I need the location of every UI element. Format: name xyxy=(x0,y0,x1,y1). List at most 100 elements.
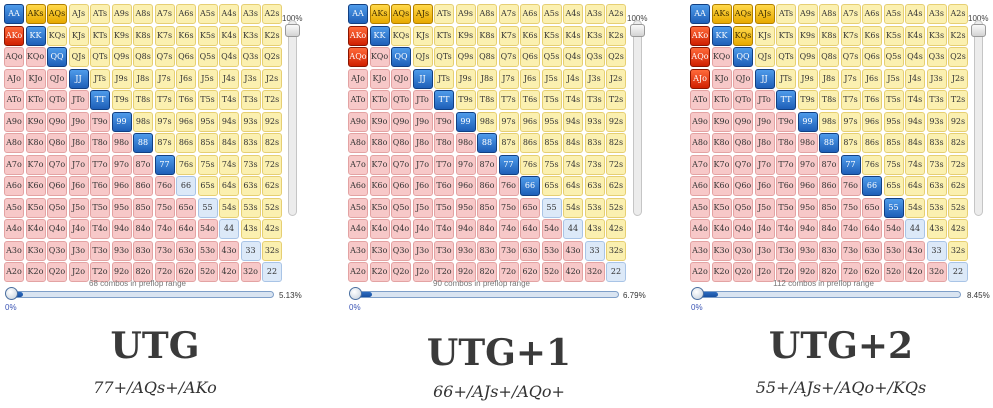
hand-cell-k3o[interactable]: K3o xyxy=(711,240,732,261)
range-slider-handle[interactable] xyxy=(349,287,362,300)
hand-cell-94o[interactable]: 94o xyxy=(455,219,476,239)
hand-cell-k8o[interactable]: K8o xyxy=(369,133,390,153)
hand-cell-q2s[interactable]: Q2s xyxy=(948,47,968,67)
hand-cell-t6o[interactable]: T6o xyxy=(776,176,796,196)
hand-cell-77[interactable]: 77 xyxy=(498,154,519,175)
hand-cell-82s[interactable]: 82s xyxy=(262,133,282,153)
hand-cell-44[interactable]: 44 xyxy=(905,219,925,239)
hand-cell-88[interactable]: 88 xyxy=(133,133,153,153)
hand-cell-99[interactable]: 99 xyxy=(455,111,476,132)
hand-cell-75o[interactable]: 75o xyxy=(154,197,175,218)
hand-cell-a6o[interactable]: A6o xyxy=(348,176,368,196)
hand-cell-53s[interactable]: 53s xyxy=(926,197,947,218)
hand-cell-q7s[interactable]: Q7s xyxy=(498,47,519,67)
hand-cell-j7o[interactable]: J7o xyxy=(754,154,775,175)
hand-cell-ats[interactable]: ATs xyxy=(90,4,110,24)
hand-cell-q8o[interactable]: Q8o xyxy=(733,133,753,153)
hand-cell-62s[interactable]: 62s xyxy=(606,176,626,196)
hand-cell-t9o[interactable]: T9o xyxy=(776,111,796,132)
hand-cell-q8s[interactable]: Q8s xyxy=(133,47,153,67)
hand-cell-97s[interactable]: 97s xyxy=(498,111,519,132)
hand-cell-jts[interactable]: JTs xyxy=(776,68,796,89)
hand-cell-53s[interactable]: 53s xyxy=(584,197,605,218)
hand-cell-t5o[interactable]: T5o xyxy=(90,197,110,218)
hand-cell-65o[interactable]: 65o xyxy=(862,197,882,218)
hand-cell-t2s[interactable]: T2s xyxy=(262,90,282,110)
hand-cell-t6s[interactable]: T6s xyxy=(862,90,882,110)
hand-cell-t3o[interactable]: T3o xyxy=(90,240,110,261)
hand-cell-a4o[interactable]: A4o xyxy=(690,219,710,239)
hand-cell-52o[interactable]: 52o xyxy=(197,262,218,282)
hand-cell-q4o[interactable]: Q4o xyxy=(733,219,753,239)
hand-cell-52o[interactable]: 52o xyxy=(883,262,904,282)
hand-cell-q2o[interactable]: Q2o xyxy=(47,262,67,282)
hand-cell-kjs[interactable]: KJs xyxy=(754,25,775,46)
hand-cell-k2o[interactable]: K2o xyxy=(25,262,46,282)
hand-cell-jj[interactable]: JJ xyxy=(754,68,775,89)
vertical-slider-handle[interactable] xyxy=(630,24,645,37)
hand-cell-92o[interactable]: 92o xyxy=(797,262,818,282)
hand-cell-42s[interactable]: 42s xyxy=(606,219,626,239)
hand-cell-j2o[interactable]: J2o xyxy=(412,262,433,282)
hand-cell-76o[interactable]: 76o xyxy=(154,176,175,196)
hand-cell-54s[interactable]: 54s xyxy=(905,197,925,218)
hand-cell-kk[interactable]: KK xyxy=(369,25,390,46)
hand-cell-t6o[interactable]: T6o xyxy=(434,176,454,196)
hand-cell-qq[interactable]: QQ xyxy=(47,47,67,67)
hand-cell-j2s[interactable]: J2s xyxy=(262,68,282,89)
hand-cell-j2s[interactable]: J2s xyxy=(606,68,626,89)
hand-cell-j6s[interactable]: J6s xyxy=(862,68,882,89)
hand-cell-87o[interactable]: 87o xyxy=(819,154,839,175)
vertical-slider-handle[interactable] xyxy=(285,24,300,37)
hand-cell-q7s[interactable]: Q7s xyxy=(154,47,175,67)
hand-cell-53o[interactable]: 53o xyxy=(883,240,904,261)
hand-cell-73o[interactable]: 73o xyxy=(154,240,175,261)
vertical-slider-track[interactable] xyxy=(288,20,297,216)
hand-cell-76s[interactable]: 76s xyxy=(520,154,540,175)
hand-cell-93s[interactable]: 93s xyxy=(584,111,605,132)
hand-cell-a4s[interactable]: A4s xyxy=(905,4,925,24)
hand-cell-ajo[interactable]: AJo xyxy=(690,68,710,89)
hand-cell-94o[interactable]: 94o xyxy=(797,219,818,239)
hand-cell-jto[interactable]: JTo xyxy=(412,90,433,110)
hand-cell-92o[interactable]: 92o xyxy=(455,262,476,282)
hand-cell-t7s[interactable]: T7s xyxy=(840,90,861,110)
hand-cell-t3o[interactable]: T3o xyxy=(434,240,454,261)
hand-cell-84s[interactable]: 84s xyxy=(905,133,925,153)
hand-cell-j8s[interactable]: J8s xyxy=(819,68,839,89)
hand-cell-j3o[interactable]: J3o xyxy=(68,240,89,261)
hand-cell-j4s[interactable]: J4s xyxy=(563,68,583,89)
hand-cell-a5o[interactable]: A5o xyxy=(348,197,368,218)
hand-cell-t4o[interactable]: T4o xyxy=(90,219,110,239)
hand-cell-kjs[interactable]: KJs xyxy=(412,25,433,46)
hand-cell-qq[interactable]: QQ xyxy=(733,47,753,67)
hand-cell-52o[interactable]: 52o xyxy=(541,262,562,282)
hand-cell-88[interactable]: 88 xyxy=(477,133,497,153)
hand-cell-kqo[interactable]: KQo xyxy=(25,47,46,67)
hand-cell-q6o[interactable]: Q6o xyxy=(47,176,67,196)
hand-cell-qto[interactable]: QTo xyxy=(391,90,411,110)
hand-cell-99[interactable]: 99 xyxy=(111,111,132,132)
hand-cell-93s[interactable]: 93s xyxy=(926,111,947,132)
hand-cell-44[interactable]: 44 xyxy=(219,219,239,239)
hand-cell-q3s[interactable]: Q3s xyxy=(926,47,947,67)
hand-cell-q9o[interactable]: Q9o xyxy=(391,111,411,132)
hand-cell-k3s[interactable]: K3s xyxy=(240,25,261,46)
hand-cell-ajs[interactable]: AJs xyxy=(754,4,775,24)
hand-cell-a5o[interactable]: A5o xyxy=(690,197,710,218)
hand-cell-64o[interactable]: 64o xyxy=(520,219,540,239)
hand-cell-53s[interactable]: 53s xyxy=(240,197,261,218)
hand-cell-a7o[interactable]: A7o xyxy=(690,154,710,175)
hand-cell-k8s[interactable]: K8s xyxy=(133,25,153,46)
hand-cell-97s[interactable]: 97s xyxy=(840,111,861,132)
hand-cell-k6o[interactable]: K6o xyxy=(711,176,732,196)
hand-cell-q5o[interactable]: Q5o xyxy=(47,197,67,218)
hand-cell-a9o[interactable]: A9o xyxy=(4,111,24,132)
hand-cell-q2s[interactable]: Q2s xyxy=(606,47,626,67)
hand-cell-q3o[interactable]: Q3o xyxy=(733,240,753,261)
hand-cell-42s[interactable]: 42s xyxy=(262,219,282,239)
hand-cell-qjs[interactable]: QJs xyxy=(412,47,433,67)
hand-cell-96s[interactable]: 96s xyxy=(862,111,882,132)
hand-cell-q2o[interactable]: Q2o xyxy=(391,262,411,282)
hand-cell-aa[interactable]: AA xyxy=(4,4,24,24)
